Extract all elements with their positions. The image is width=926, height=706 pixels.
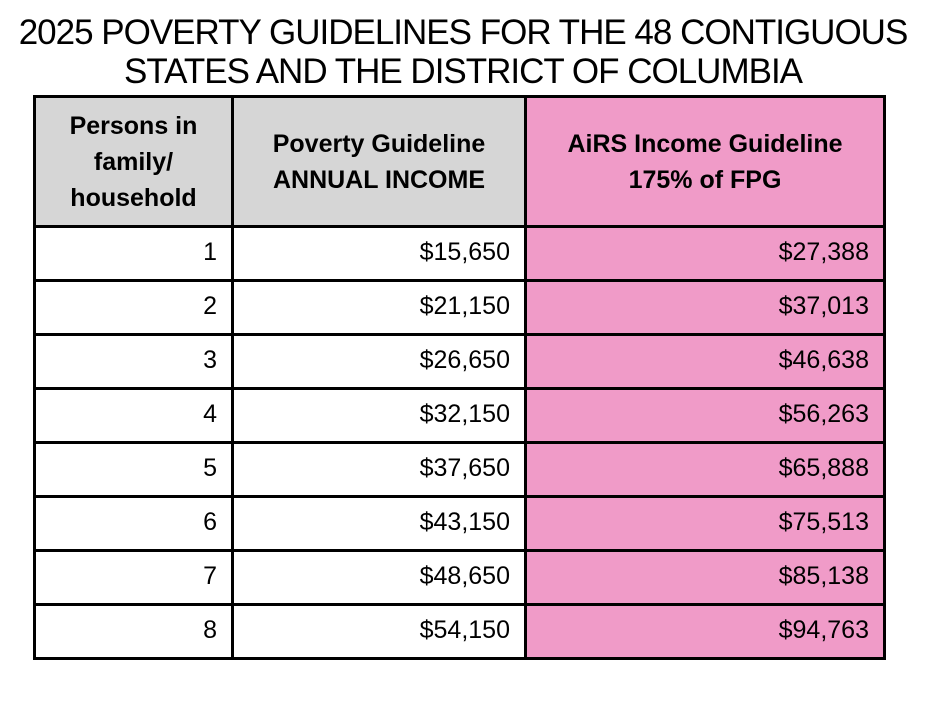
cell-persons: 5 — [33, 441, 234, 498]
header-airs-guideline: AiRS Income Guideline 175% of FPG — [524, 95, 886, 228]
poverty-guidelines-table: Persons in family/ household Poverty Gui… — [33, 95, 886, 660]
table-row: 8 $54,150 $94,763 — [33, 603, 886, 660]
page-title-line-1: 2025 POVERTY GUIDELINES FOR THE 48 CONTI… — [18, 13, 909, 52]
header-persons: Persons in family/ household — [33, 95, 234, 228]
cell-persons: 2 — [33, 279, 234, 336]
cell-poverty: $54,150 — [231, 603, 527, 660]
cell-airs: $27,388 — [524, 225, 886, 282]
cell-persons: 3 — [33, 333, 234, 390]
table-row: 7 $48,650 $85,138 — [33, 549, 886, 606]
page-title: 2025 POVERTY GUIDELINES FOR THE 48 CONTI… — [0, 0, 926, 91]
header-poverty-guideline: Poverty Guideline ANNUAL INCOME — [231, 95, 527, 228]
table-row: 1 $15,650 $27,388 — [33, 225, 886, 282]
cell-airs: $75,513 — [524, 495, 886, 552]
cell-airs: $37,013 — [524, 279, 886, 336]
cell-airs: $56,263 — [524, 387, 886, 444]
table-row: 5 $37,650 $65,888 — [33, 441, 886, 498]
page-title-line-2: STATES AND THE DISTRICT OF COLUMBIA — [123, 52, 803, 91]
cell-airs: $85,138 — [524, 549, 886, 606]
cell-poverty: $32,150 — [231, 387, 527, 444]
cell-airs: $94,763 — [524, 603, 886, 660]
cell-poverty: $21,150 — [231, 279, 527, 336]
table-row: 4 $32,150 $56,263 — [33, 387, 886, 444]
cell-airs: $65,888 — [524, 441, 886, 498]
cell-persons: 6 — [33, 495, 234, 552]
table-header-row: Persons in family/ household Poverty Gui… — [33, 95, 886, 228]
table-row: 2 $21,150 $37,013 — [33, 279, 886, 336]
cell-poverty: $26,650 — [231, 333, 527, 390]
cell-persons: 7 — [33, 549, 234, 606]
table-row: 6 $43,150 $75,513 — [33, 495, 886, 552]
cell-airs: $46,638 — [524, 333, 886, 390]
cell-persons: 1 — [33, 225, 234, 282]
cell-persons: 8 — [33, 603, 234, 660]
cell-poverty: $15,650 — [231, 225, 527, 282]
cell-poverty: $37,650 — [231, 441, 527, 498]
cell-persons: 4 — [33, 387, 234, 444]
cell-poverty: $43,150 — [231, 495, 527, 552]
table-row: 3 $26,650 $46,638 — [33, 333, 886, 390]
cell-poverty: $48,650 — [231, 549, 527, 606]
